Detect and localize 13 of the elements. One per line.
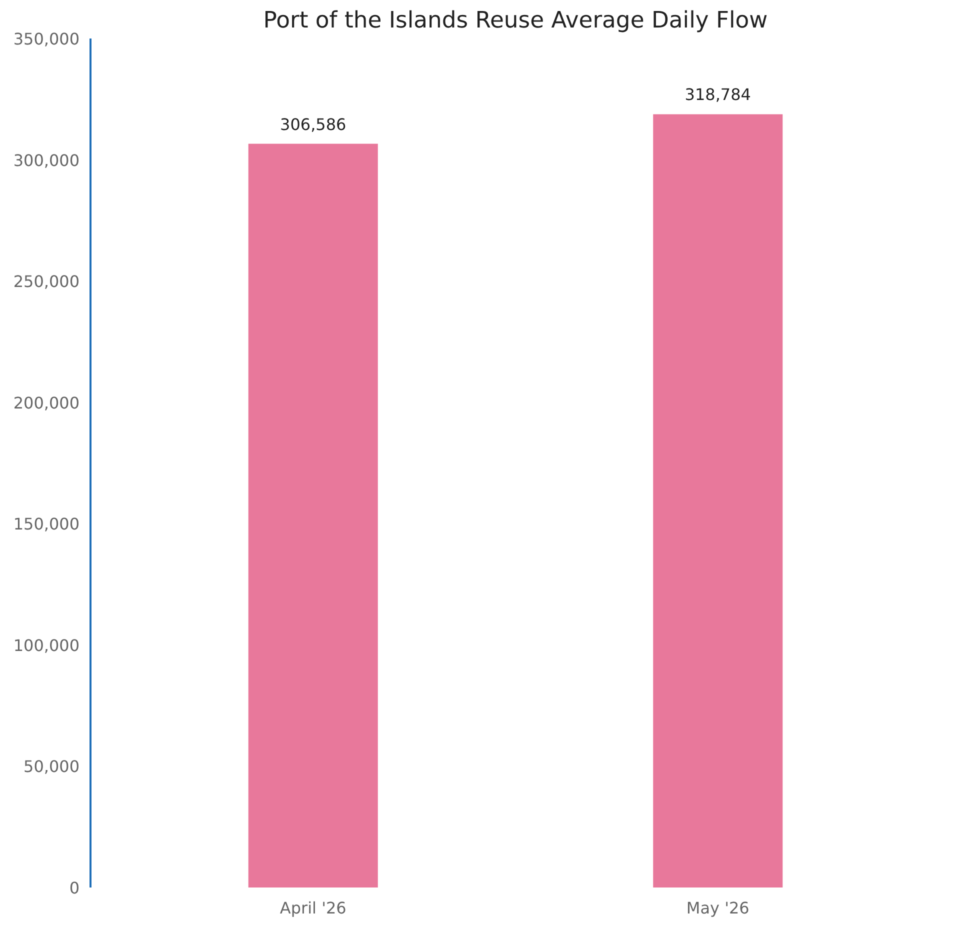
data-label: 306,586 bbox=[280, 114, 346, 134]
y-tick-label: 100,000 bbox=[13, 636, 80, 655]
y-tick-label: 150,000 bbox=[13, 514, 80, 534]
y-tick-label: 300,000 bbox=[13, 150, 80, 170]
y-tick-label: 350,000 bbox=[13, 30, 80, 48]
y-tick-label: 250,000 bbox=[13, 272, 80, 292]
x-tick-label: April '26 bbox=[280, 898, 346, 918]
y-tick-label: 50,000 bbox=[24, 757, 80, 776]
y-tick-label: 200,000 bbox=[13, 393, 80, 412]
x-tick-label: May '26 bbox=[686, 898, 750, 918]
chart-title: Port of the Islands Reuse Average Daily Flow bbox=[263, 8, 768, 34]
data-label: 318,784 bbox=[684, 85, 751, 104]
y-tick-label: 0 bbox=[69, 878, 80, 898]
